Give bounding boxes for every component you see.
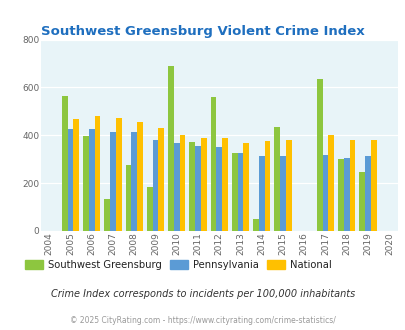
Bar [258,156,264,231]
Bar [179,135,185,231]
Bar [152,140,158,231]
Bar [73,118,79,231]
Bar [358,172,364,231]
Bar [189,143,195,231]
Bar [274,127,279,231]
Bar [231,152,237,231]
Legend: Southwest Greensburg, Pennsylvania, National: Southwest Greensburg, Pennsylvania, Nati… [21,256,335,274]
Bar [115,118,121,231]
Bar [62,96,67,231]
Bar [173,143,179,231]
Bar [83,136,89,231]
Bar [158,128,164,231]
Bar [264,141,270,231]
Bar [370,140,376,231]
Bar [253,219,258,231]
Bar [237,152,243,231]
Bar [279,156,285,231]
Bar [285,140,291,231]
Bar [137,122,143,231]
Bar [195,146,200,231]
Bar [316,79,322,231]
Bar [322,155,328,231]
Bar [328,135,333,231]
Bar [243,143,249,231]
Bar [343,158,349,231]
Bar [67,129,73,231]
Bar [147,187,152,231]
Text: Southwest Greensburg Violent Crime Index: Southwest Greensburg Violent Crime Index [41,25,364,38]
Bar [125,165,131,231]
Bar [94,116,100,231]
Bar [110,132,115,231]
Bar [364,156,370,231]
Text: © 2025 CityRating.com - https://www.cityrating.com/crime-statistics/: © 2025 CityRating.com - https://www.city… [70,316,335,325]
Bar [89,129,94,231]
Bar [349,140,354,231]
Bar [200,138,206,231]
Bar [168,66,173,231]
Bar [131,132,137,231]
Bar [222,138,227,231]
Bar [104,199,110,231]
Bar [216,147,222,231]
Text: Crime Index corresponds to incidents per 100,000 inhabitants: Crime Index corresponds to incidents per… [51,289,354,299]
Bar [210,97,216,231]
Bar [337,159,343,231]
